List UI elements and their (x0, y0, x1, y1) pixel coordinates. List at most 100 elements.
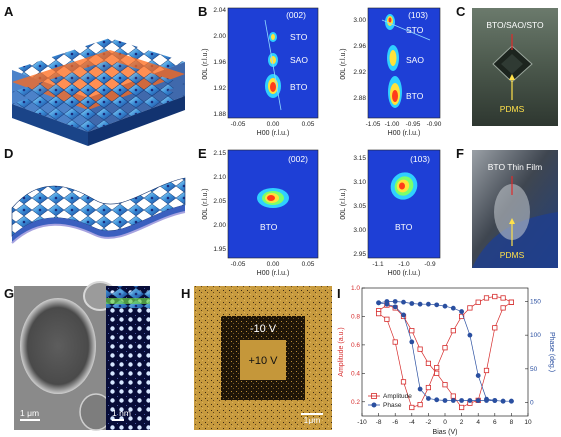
phase-point (417, 301, 423, 307)
x-axis-label: Bias (V) (433, 429, 458, 436)
rsm-b-right-ylabel: 00L (r.l.u.) (340, 48, 347, 79)
rsm-e-right: (103) BTO 3.15 3.10 3.05 3.00 2.95 -1.1 … (340, 149, 441, 277)
y-tick-label-right: 50 (530, 366, 538, 373)
rsm-e-left-ylabel: 00L (r.l.u.) (202, 188, 209, 219)
phase-point (509, 398, 514, 404)
y-tick-label-left: 0.4 (351, 370, 360, 377)
amplitude-point (458, 313, 465, 320)
rsm-e-right-plot (367, 149, 441, 259)
phase-point (442, 398, 448, 403)
panel-letter-e: E (198, 146, 207, 161)
panel-f: F BTO Thin Film PDMS (456, 146, 558, 268)
x-tick-label: 8 (510, 419, 514, 426)
x-tick-label: 10 (524, 419, 532, 426)
phase-point (450, 305, 456, 311)
y-axis-label-right: Phase (deg.) (548, 332, 555, 372)
phase-point (492, 398, 498, 403)
rsm-b-right-hkl: (103) (408, 10, 428, 20)
phase-point (392, 299, 398, 304)
rsm-b-right-xtick: -1.05 (366, 121, 381, 128)
rsm-e-left-ytick: 2.15 (213, 150, 226, 157)
phase-point (434, 397, 440, 403)
amplitude-point (475, 299, 481, 305)
phase-point (401, 312, 406, 318)
rsm-b-right-peak-bto: BTO (406, 91, 424, 101)
x-tick-label: 0 (443, 419, 447, 426)
rsm-b-right-ytick: 2.88 (353, 95, 366, 102)
phase-point (434, 302, 440, 308)
phase-point (442, 303, 448, 309)
phase-point (384, 301, 390, 307)
panel-h: H -10 V +10 V 1μm (181, 286, 332, 430)
rsm-b-left-peak-sao: SAO (290, 55, 308, 65)
y-tick-label-right: 150 (530, 298, 541, 305)
pfm-written-inner (240, 340, 286, 380)
y-tick-label-right: 0 (530, 400, 534, 407)
rsm-e-right-xtick: -0.9 (424, 261, 436, 268)
x-tick-label: -10 (357, 419, 367, 426)
stem-atomic-image (106, 286, 150, 430)
panel-g: G 1 μm 1 nm (4, 281, 150, 431)
series-line-phase (378, 301, 512, 402)
rsm-b-right-xlabel: H00 (r.l.u.) (388, 130, 421, 137)
rsm-e-left-ytick: 2.05 (213, 198, 226, 205)
rsm-b-left-peak-bto: BTO (290, 82, 308, 92)
amplitude-point (392, 339, 398, 345)
label-pdms-f: PDMS (500, 250, 525, 260)
amplitude-point (500, 305, 506, 311)
rsm-b-right-xtick: -1.00 (385, 121, 400, 128)
amplitude-point (467, 305, 473, 311)
panel-b: B (002) STO SAO BTO 2.04 2.00 1.96 1.92 … (198, 4, 442, 137)
legend: Amplitude Phase (368, 393, 412, 409)
panel-letter-a: A (4, 4, 14, 19)
x-tick-label: -6 (392, 419, 398, 426)
rsm-b-right: (103) STO SAO BTO 3.00 2.96 2.92 2.88 -1… (340, 7, 442, 137)
rsm-b-left-ytick: 2.04 (213, 7, 226, 14)
rsm-b-left-ytick: 2.00 (213, 33, 226, 40)
x-tick-label: 2 (460, 419, 464, 426)
rsm-b-left-xtick: -0.05 (231, 121, 246, 128)
phase-point (426, 396, 431, 401)
label-minus-10v: -10 V (250, 323, 277, 335)
rsm-e-left-xtick: 0.05 (302, 261, 315, 268)
phase-point (392, 304, 398, 310)
rsm-b-left-hkl: (002) (286, 10, 306, 20)
label-pdms-c: PDMS (500, 104, 525, 114)
phase-point (426, 301, 431, 307)
amplitude-point (417, 346, 423, 352)
phase-point (459, 398, 464, 403)
panel-c: C BTO/SAO/STO PDMS (456, 4, 558, 126)
rsm-e-right-ytick: 3.00 (353, 227, 366, 234)
amplitude-point (425, 384, 432, 391)
rsm-b-left-xtick: 0.05 (302, 121, 315, 128)
chart-ticks: -10 -8 -6 -4 -2 0 2 4 6 8 10 0.2 0.4 0.6 0.8 1.0 0 50 100 1… (351, 285, 541, 426)
legend-amplitude: Amplitude (383, 393, 412, 400)
crystal-stack-illustration (12, 38, 185, 146)
panel-i: I -10 -8 -6 -4 -2 0 2 4 6 8 10 0.2 0.4 0.6 0.8 1.0 0 50 10… (337, 285, 555, 436)
x-tick-label: -4 (409, 419, 415, 426)
y-tick-label-left: 0.2 (351, 399, 360, 406)
rsm-b-left-xtick: 0.00 (267, 121, 280, 128)
amplitude-point (434, 365, 440, 371)
rsm-b-right-xtick: -0.90 (427, 121, 442, 128)
series-line-amplitude (378, 296, 513, 408)
x-tick-label: -8 (376, 419, 382, 426)
phase-point (475, 398, 481, 403)
rsm-b-left-xlabel: H00 (r.l.u.) (257, 130, 290, 137)
x-tick-label: -2 (426, 419, 432, 426)
rsm-e-left-hkl: (002) (288, 154, 308, 164)
rsm-b-left: (002) STO SAO BTO 2.04 2.00 1.96 1.92 1.… (202, 7, 319, 137)
panel-e: E (002) BTO 2.15 2.10 2.05 2.00 1.95 -0.… (198, 146, 441, 277)
amplitude-point (400, 379, 407, 385)
amplitude-point (409, 404, 415, 411)
rsm-e-left-peak-bto: BTO (260, 222, 278, 232)
amplitude-point (483, 367, 490, 374)
panel-a: A (4, 4, 185, 146)
rsm-b-right-ytick: 2.92 (353, 69, 366, 76)
flexible-membrane-illustration (11, 177, 186, 244)
rsm-e-left-xlabel: H00 (r.l.u.) (257, 270, 290, 277)
rsm-e-right-ylabel: 00L (r.l.u.) (340, 188, 347, 219)
rsm-e-right-ytick: 3.10 (353, 179, 366, 186)
panel-letter-f: F (456, 146, 464, 161)
